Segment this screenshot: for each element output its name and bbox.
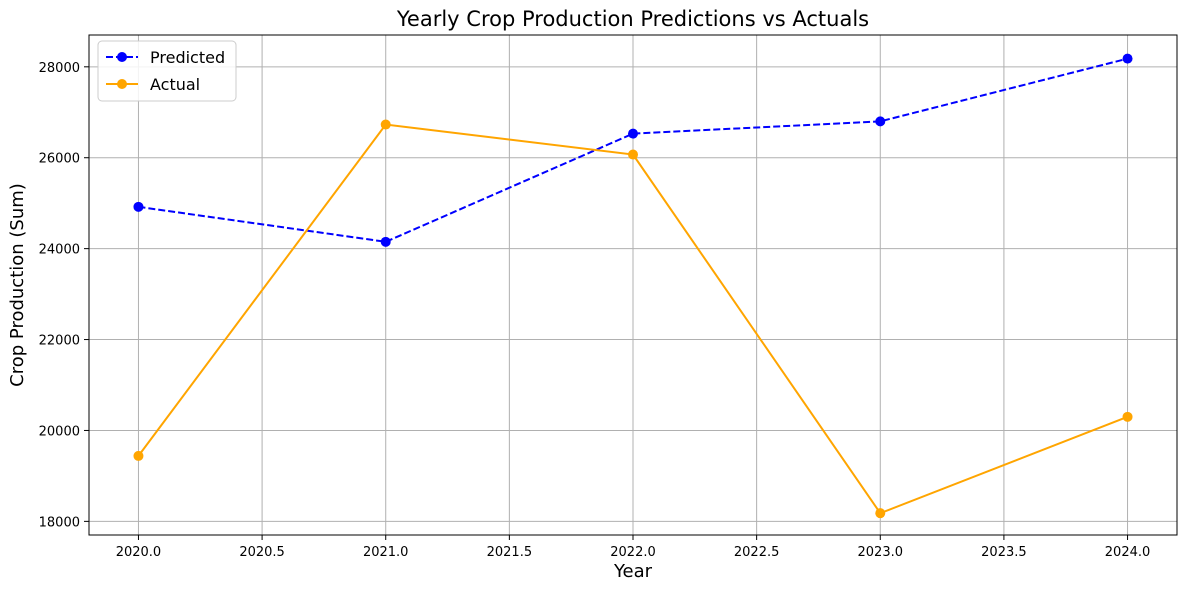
predicted-point xyxy=(1122,53,1133,64)
x-axis-title: Year xyxy=(613,561,653,582)
predicted-point xyxy=(380,236,391,247)
x-tick-label: 2023.5 xyxy=(981,545,1027,560)
x-tick-label: 2021.0 xyxy=(363,545,409,560)
actual-point xyxy=(133,450,144,461)
predicted-point xyxy=(133,201,144,212)
y-axis-ticks: 18000 20000 22000 24000 26000 28000 xyxy=(39,61,89,530)
actual-point xyxy=(628,149,638,160)
actual-legend-marker xyxy=(117,79,127,89)
actual-legend-label: Actual xyxy=(150,75,200,94)
x-tick-label: 2022.5 xyxy=(734,545,780,560)
y-tick-label: 28000 xyxy=(39,61,80,76)
x-axis-ticks: 2020.0 2020.5 2021.0 2021.5 2022.0 2022.5 2023… xyxy=(116,535,1151,560)
y-axis-title: Crop Production (Sum) xyxy=(7,183,28,387)
actual-point xyxy=(1122,411,1133,422)
predicted-legend-label: Predicted xyxy=(150,48,225,67)
predicted-series-line xyxy=(138,57,1128,243)
x-tick-label: 2024.0 xyxy=(1105,545,1151,560)
x-tick-label: 2023.0 xyxy=(858,545,904,560)
y-tick-label: 18000 xyxy=(39,515,80,530)
y-tick-label: 22000 xyxy=(39,334,80,349)
predicted-point xyxy=(628,128,638,139)
series-layer xyxy=(133,53,1133,519)
y-tick-label: 20000 xyxy=(39,424,80,439)
y-tick-label: 26000 xyxy=(39,152,80,167)
x-tick-label: 2020.5 xyxy=(239,545,285,560)
x-tick-label: 2022.0 xyxy=(610,545,656,560)
actual-point xyxy=(875,508,886,519)
y-tick-label: 24000 xyxy=(39,243,80,258)
chart-title: Yearly Crop Production Predictions vs Ac… xyxy=(396,7,869,31)
predicted-point xyxy=(875,116,886,127)
x-tick-label: 2020.0 xyxy=(116,545,162,560)
x-tick-label: 2021.5 xyxy=(487,545,533,560)
legend: Predicted Actual xyxy=(97,40,237,102)
actual-point xyxy=(380,119,391,130)
predicted-legend-marker xyxy=(117,52,127,62)
